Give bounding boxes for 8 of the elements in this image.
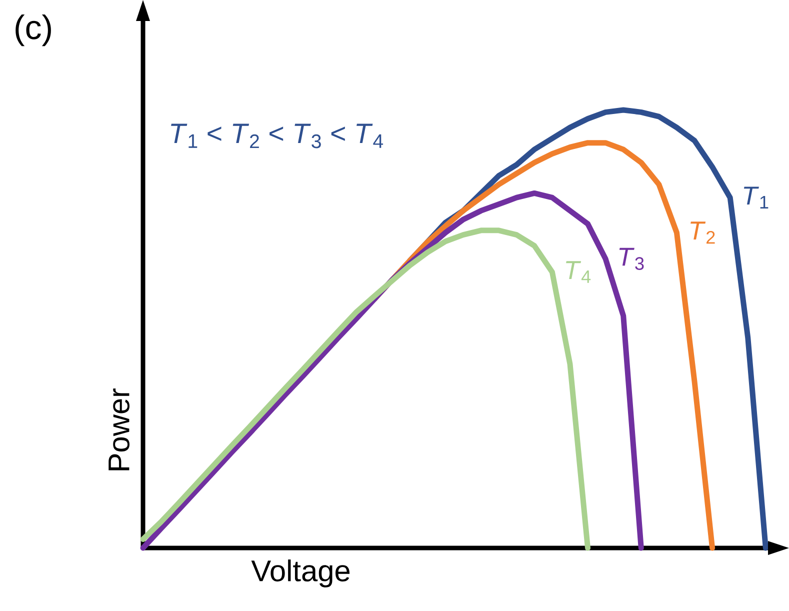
text: T$_{1}$ < T$_{2}$ < T$_{3}$ < T$_{4}$: [171, 124, 384, 148]
series-label: T$_{3}$: [619, 248, 644, 270]
y-axis-title: Power: [108, 388, 130, 470]
series-label: T$_{1}$: [744, 186, 768, 208]
series-label: T$_{2}$: [690, 222, 715, 244]
series-label: T$_{4}$: [566, 261, 591, 283]
chart-title: (c): [16, 14, 51, 46]
x-axis-title: Voltage: [251, 560, 350, 588]
